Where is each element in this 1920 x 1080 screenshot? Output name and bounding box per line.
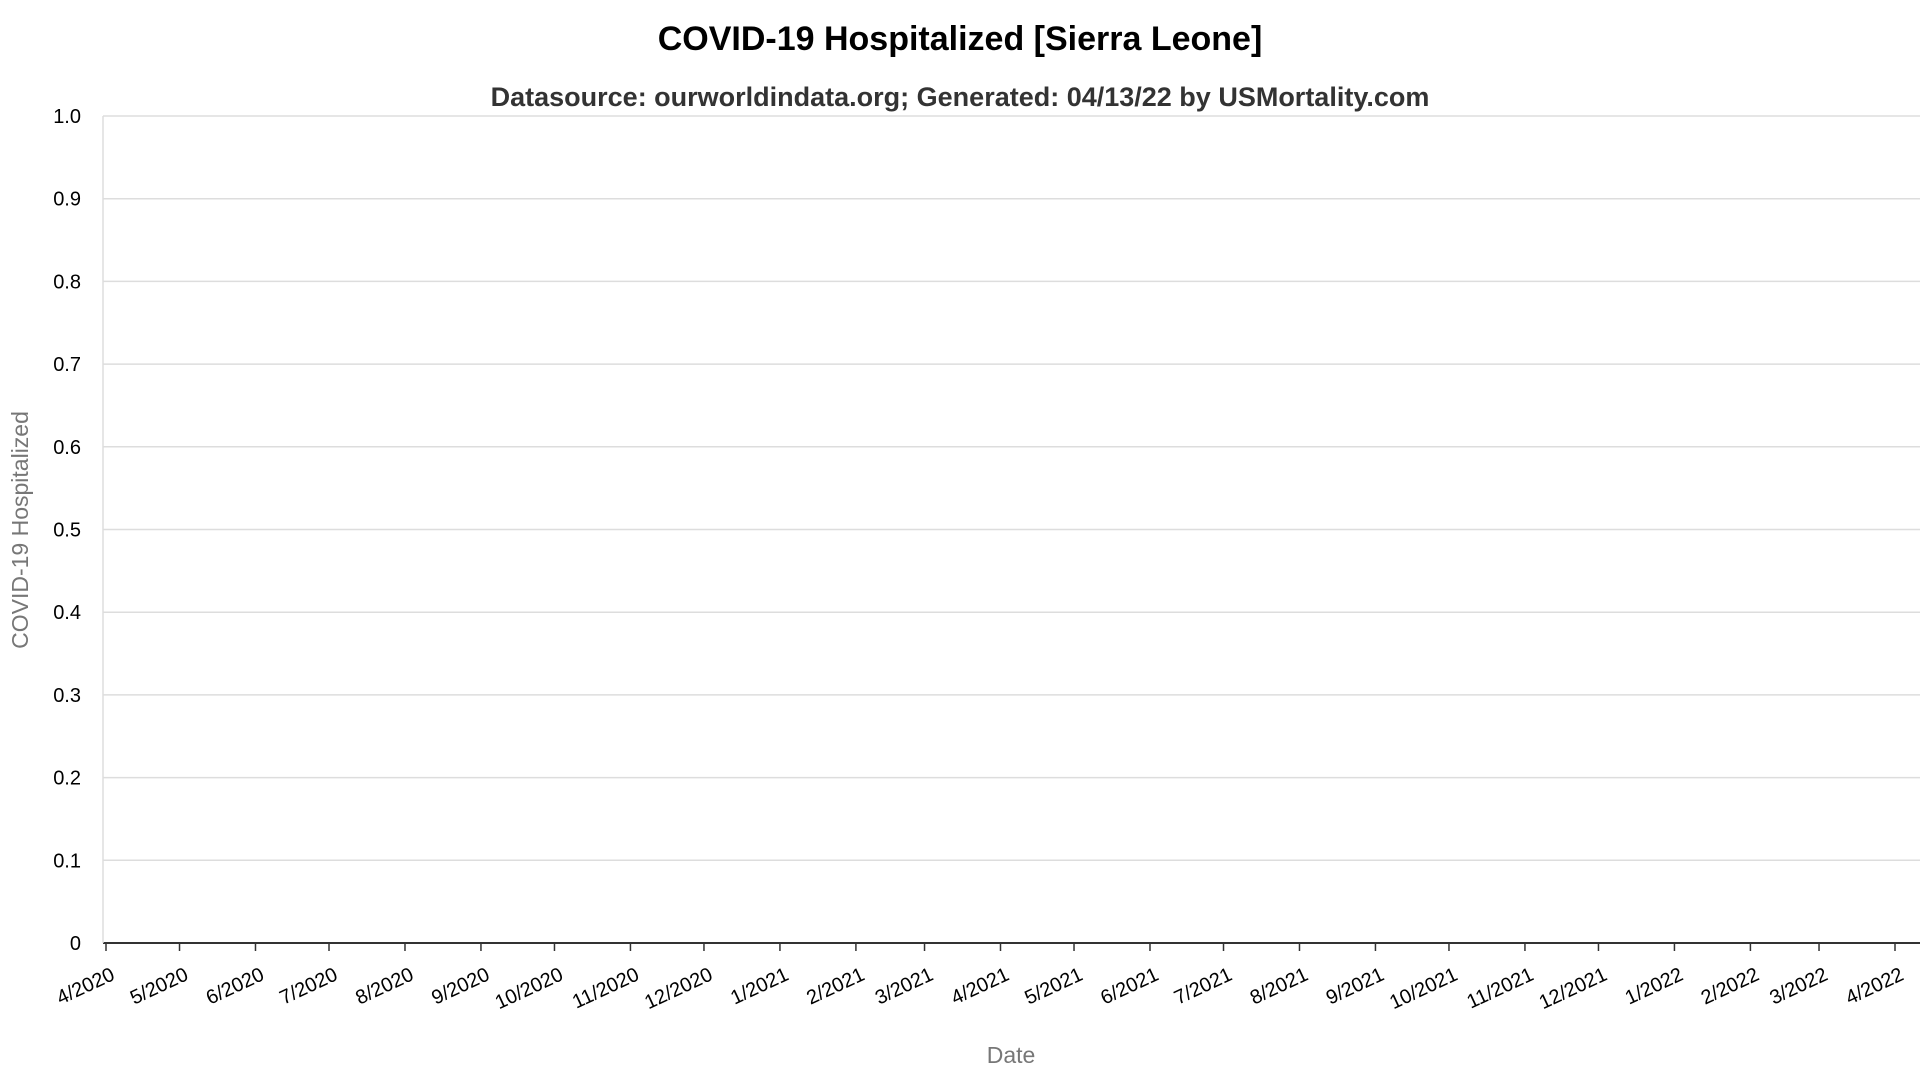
- y-axis-title: COVID-19 Hospitalized: [7, 411, 33, 649]
- x-tick-label: 7/2020: [276, 964, 341, 1010]
- x-tick-label: 12/2021: [1536, 964, 1611, 1014]
- y-tick-label: 0.6: [53, 437, 81, 459]
- x-tick-label: 6/2021: [1097, 964, 1162, 1010]
- y-tick-label: 0.4: [53, 602, 81, 624]
- y-gridlines: [103, 115, 1920, 862]
- y-tick-label: 0.2: [53, 768, 81, 790]
- x-tick-label: 10/2020: [492, 964, 567, 1014]
- x-tick-label: 2/2021: [803, 964, 868, 1010]
- x-tick-label: 8/2020: [352, 964, 417, 1010]
- x-tick-label: 5/2020: [127, 964, 192, 1010]
- x-axis-ticks: 4/2020 5/2020 6/2020 7/2020 8/2020 9/202010/2…: [53, 943, 1907, 1014]
- x-tick-label: 3/2022: [1766, 964, 1831, 1010]
- y-tick-label: 0.3: [53, 685, 81, 707]
- x-tick-label: 7/2021: [1171, 964, 1236, 1010]
- x-tick-label: 11/2021: [1464, 964, 1537, 1014]
- x-tick-label: 1/2022: [1622, 964, 1687, 1010]
- x-tick-label: 5/2021: [1021, 964, 1086, 1010]
- x-tick-label: 10/2021: [1386, 964, 1461, 1014]
- x-tick-label: 4/2022: [1842, 964, 1907, 1010]
- y-tick-label: 0.5: [53, 520, 81, 542]
- y-tick-label: 0.7: [53, 354, 81, 376]
- y-tick-label: 0.9: [53, 189, 81, 211]
- x-tick-label: 1/2021: [727, 964, 792, 1010]
- x-tick-label: 12/2020: [641, 964, 716, 1014]
- chart-title: COVID-19 Hospitalized [Sierra Leone]: [658, 20, 1263, 58]
- x-tick-label: 8/2021: [1247, 964, 1312, 1010]
- x-tick-label: 9/2021: [1323, 964, 1388, 1010]
- x-axis-title: Date: [987, 1042, 1036, 1068]
- x-tick-label: 4/2021: [948, 964, 1013, 1010]
- x-tick-label: 4/2020: [53, 964, 118, 1010]
- chart-subtitle: Datasource: ourworldindata.org; Generate…: [491, 82, 1430, 112]
- x-tick-label: 6/2020: [203, 964, 268, 1010]
- y-tick-label: 0.8: [53, 271, 81, 293]
- x-tick-label: 2/2022: [1698, 964, 1763, 1010]
- y-tick-label: 0.1: [53, 850, 81, 872]
- y-tick-label: 1.0: [53, 106, 81, 128]
- x-tick-label: 3/2021: [872, 964, 937, 1010]
- y-tick-label: 0: [70, 933, 81, 955]
- x-tick-label: 9/2020: [428, 964, 493, 1010]
- y-axis-ticks: 0 0.1 0.2 0.3 0.4 0.5 0.6 0.7 0.8 0.9 1.0: [53, 106, 81, 955]
- x-tick-label: 11/2020: [569, 964, 642, 1014]
